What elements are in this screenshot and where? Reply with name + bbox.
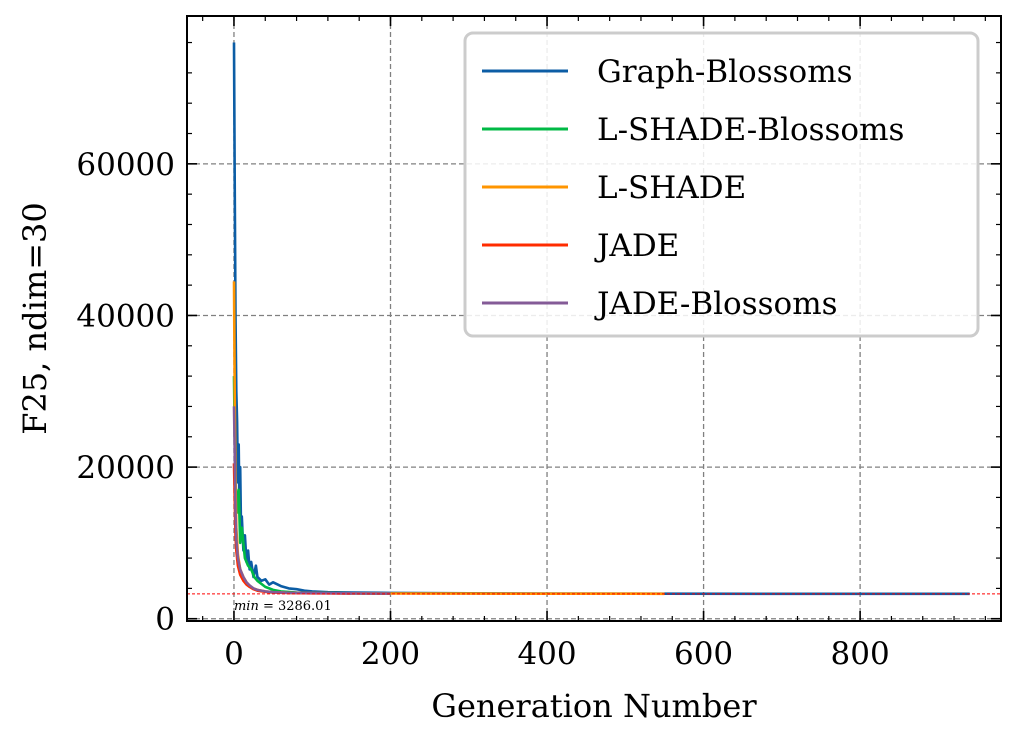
series-line-l-shade-blossoms: [232, 376, 391, 595]
x-tick-label: 400: [517, 636, 576, 672]
y-axis-label: F25, ndim=30: [16, 202, 54, 434]
plot-area: min = 3286.01: [187, 42, 1001, 614]
y-tick-label: 60000: [76, 147, 175, 183]
x-tick-label: 200: [361, 636, 420, 672]
x-tick-label: 800: [831, 636, 890, 672]
legend-label: JADE-Blossoms: [594, 286, 838, 322]
legend-box: [463, 31, 980, 338]
plot-frame: [186, 15, 1002, 622]
legend-label: JADE: [594, 228, 679, 264]
y-tick-label: 0: [155, 602, 175, 638]
y-tick-label: 40000: [76, 298, 175, 334]
legend-label: L-SHADE: [597, 170, 746, 206]
min-annotation: min = 3286.01: [234, 599, 332, 614]
series-line-jade: [232, 463, 352, 595]
legend-label: Graph-Blossoms: [597, 54, 853, 90]
tick-labels: 0 200 400 600 800 0 20000 40000 60000: [76, 147, 889, 672]
legend-label: L-SHADE-Blossoms: [597, 112, 904, 148]
x-axis-label: Generation Number: [431, 687, 757, 725]
x-tick-label: 600: [674, 636, 733, 672]
series-line-jade-blossoms: [232, 406, 391, 595]
legend: Graph-Blossoms L-SHADE-Blossoms L-SHADE JAD…: [463, 31, 980, 338]
x-tick-label: 0: [224, 636, 244, 672]
y-tick-label: 20000: [76, 450, 175, 486]
